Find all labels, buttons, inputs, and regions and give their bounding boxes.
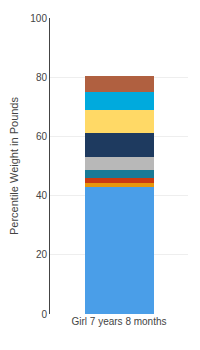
svg-text:0: 0 [41,309,47,320]
svg-text:20: 20 [36,249,48,260]
svg-text:Percentile Weight in Pounds: Percentile Weight in Pounds [8,97,20,235]
svg-text:40: 40 [36,190,48,201]
svg-text:100: 100 [30,13,47,24]
svg-text:80: 80 [36,72,48,83]
svg-text:60: 60 [36,131,48,142]
svg-text:Girl 7 years 8 months: Girl 7 years 8 months [71,316,166,327]
